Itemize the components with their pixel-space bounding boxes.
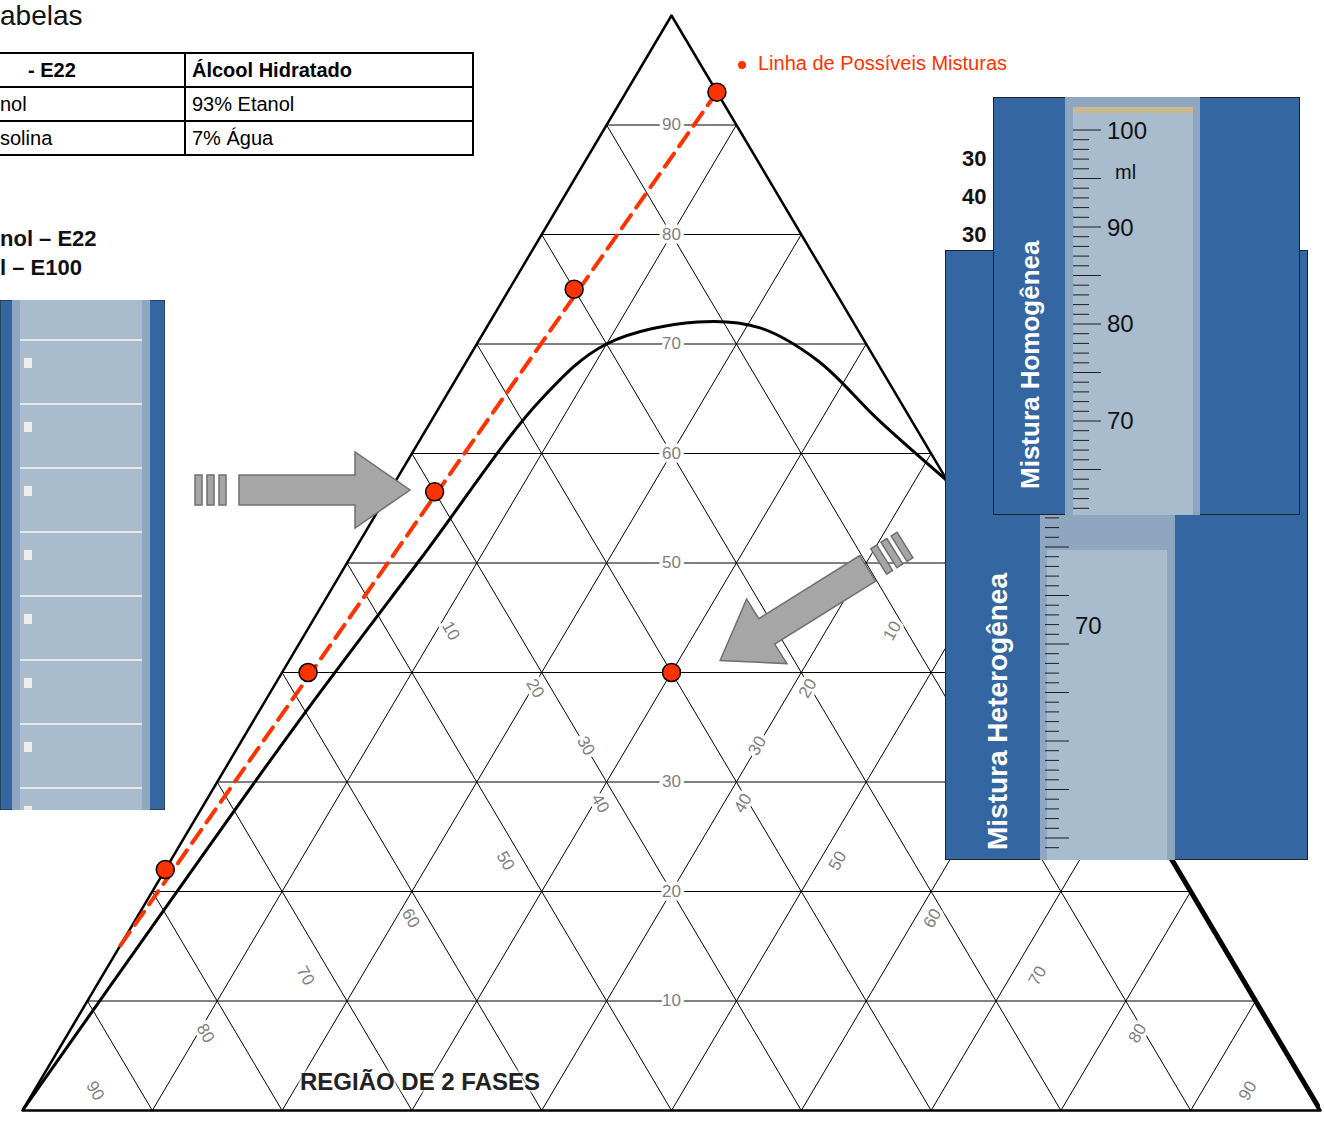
html-text:40: 40 xyxy=(962,184,987,209)
html-text:30: 30 xyxy=(962,222,987,247)
html-text:Linha de Possíveis Misturas: Linha de Possíveis Misturas xyxy=(758,52,1007,74)
svg-text:30: 30 xyxy=(662,772,681,791)
html-text:REGIÃO DE 2 FASES: REGIÃO DE 2 FASES xyxy=(300,1068,540,1095)
svg-text:Mistura Homogênea: Mistura Homogênea xyxy=(1015,240,1045,489)
svg-text:40: 40 xyxy=(587,790,613,816)
svg-text:90: 90 xyxy=(1107,214,1134,241)
svg-text:50: 50 xyxy=(662,553,681,572)
svg-text:Mistura Heterogênea: Mistura Heterogênea xyxy=(982,573,1013,850)
html-text:30: 30 xyxy=(962,146,987,171)
html-text:93% Etanol: 93% Etanol xyxy=(192,92,295,115)
svg-text:80: 80 xyxy=(193,1020,219,1046)
svg-text:10: 10 xyxy=(438,618,464,644)
html-text:Álcool Hidratado: Álcool Hidratado xyxy=(192,58,352,81)
html-text:nol – E22: nol – E22 xyxy=(0,226,97,251)
svg-text:30: 30 xyxy=(744,733,770,759)
svg-text:90: 90 xyxy=(82,1078,108,1104)
svg-text:50: 50 xyxy=(492,848,518,874)
svg-text:30: 30 xyxy=(573,733,599,759)
svg-text:80: 80 xyxy=(1107,310,1134,337)
svg-text:70: 70 xyxy=(1107,407,1134,434)
html-text:abelas: abelas xyxy=(0,0,83,31)
html-text:solina: solina xyxy=(0,126,53,149)
svg-text:60: 60 xyxy=(662,444,681,463)
html-text:- E22: - E22 xyxy=(28,58,76,81)
svg-text:20: 20 xyxy=(662,882,681,901)
svg-text:60: 60 xyxy=(398,905,424,931)
html-text:7% Água: 7% Água xyxy=(192,126,274,149)
svg-text:10: 10 xyxy=(879,618,905,644)
svg-text:100: 100 xyxy=(1107,117,1147,144)
svg-text:90: 90 xyxy=(1235,1078,1261,1104)
svg-text:80: 80 xyxy=(1124,1020,1150,1046)
svg-text:20: 20 xyxy=(795,675,821,701)
html-text:l – E100: l – E100 xyxy=(0,255,82,280)
svg-text:70: 70 xyxy=(662,334,681,353)
svg-text:90: 90 xyxy=(662,115,681,134)
svg-text:40: 40 xyxy=(730,790,756,816)
svg-text:70: 70 xyxy=(1075,612,1102,639)
svg-text:70: 70 xyxy=(1025,963,1051,989)
svg-text:70: 70 xyxy=(293,963,319,989)
svg-text:ml: ml xyxy=(1115,161,1136,183)
svg-text:60: 60 xyxy=(919,905,945,931)
svg-text:80: 80 xyxy=(662,225,681,244)
svg-text:10: 10 xyxy=(662,991,681,1010)
svg-text:20: 20 xyxy=(522,675,548,701)
html-text:nol: nol xyxy=(0,92,27,115)
svg-text:50: 50 xyxy=(825,848,851,874)
